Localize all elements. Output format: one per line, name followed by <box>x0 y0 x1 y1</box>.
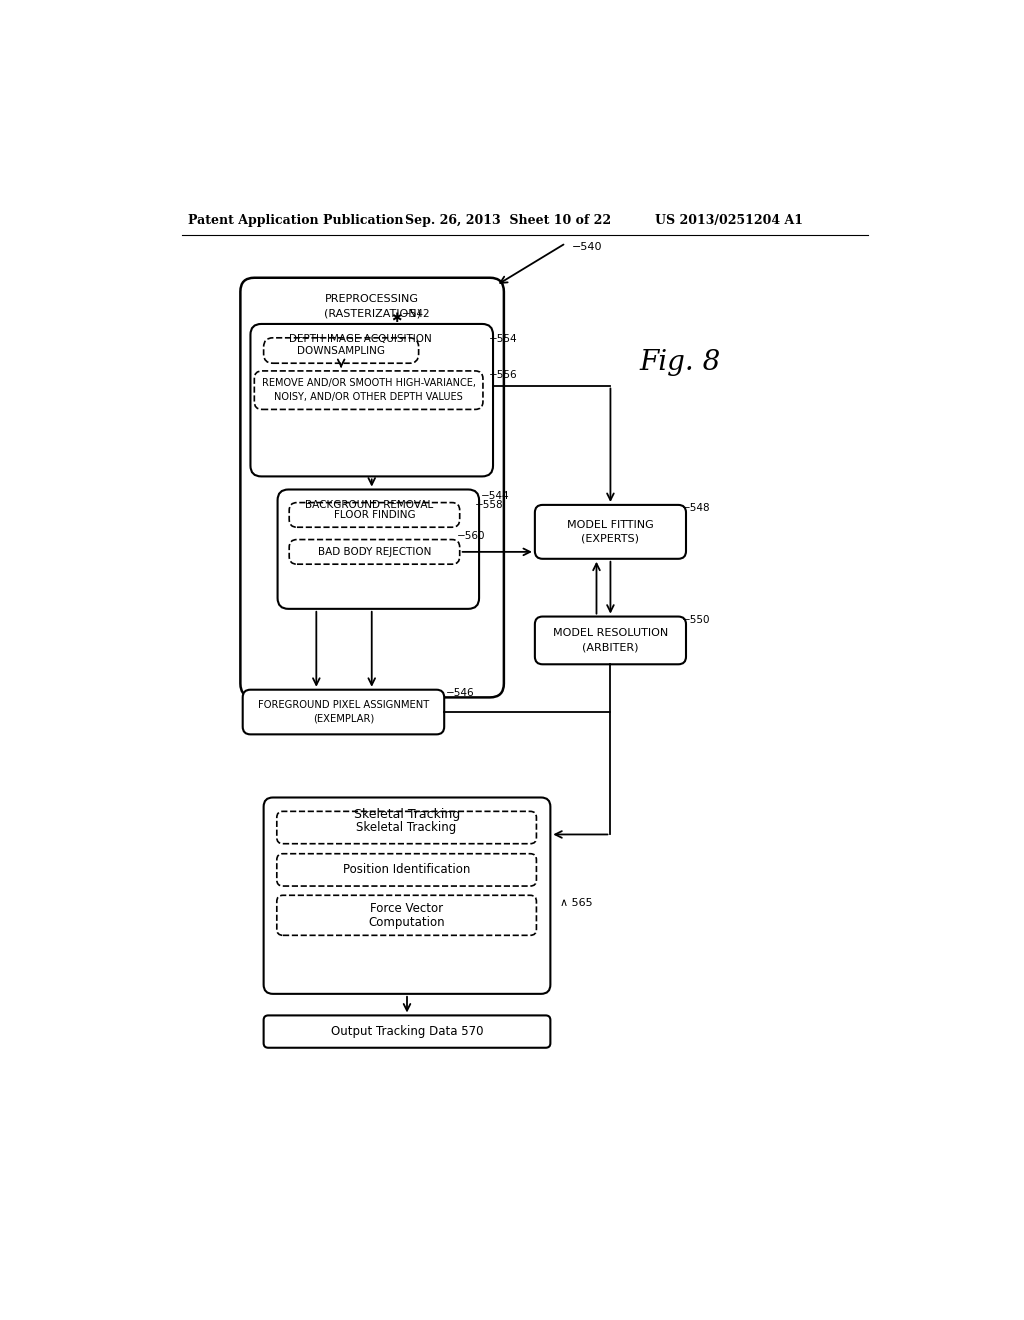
FancyBboxPatch shape <box>278 490 479 609</box>
Text: US 2013/0251204 A1: US 2013/0251204 A1 <box>655 214 803 227</box>
FancyBboxPatch shape <box>289 540 460 564</box>
FancyBboxPatch shape <box>263 338 419 363</box>
FancyBboxPatch shape <box>535 616 686 664</box>
Text: FOREGROUND PIXEL ASSIGNMENT: FOREGROUND PIXEL ASSIGNMENT <box>258 700 429 710</box>
Text: Force Vector: Force Vector <box>370 902 443 915</box>
Text: MODEL RESOLUTION: MODEL RESOLUTION <box>553 628 668 639</box>
FancyBboxPatch shape <box>276 812 537 843</box>
Text: FLOOR FINDING: FLOOR FINDING <box>334 510 416 520</box>
FancyBboxPatch shape <box>263 797 550 994</box>
FancyBboxPatch shape <box>243 689 444 734</box>
Text: (ARBITER): (ARBITER) <box>583 643 639 652</box>
Text: (EXEMPLAR): (EXEMPLAR) <box>312 714 374 723</box>
FancyBboxPatch shape <box>276 854 537 886</box>
Text: (EXPERTS): (EXPERTS) <box>582 533 639 544</box>
Text: Position Identification: Position Identification <box>343 863 470 876</box>
Text: −560: −560 <box>458 532 485 541</box>
Text: DEPTH IMAGE ACQUISITION: DEPTH IMAGE ACQUISITION <box>289 334 431 345</box>
Text: −542: −542 <box>402 309 431 319</box>
Text: −548: −548 <box>682 503 711 513</box>
Text: Skeletal Tracking: Skeletal Tracking <box>354 808 460 821</box>
Text: PREPROCESSING: PREPROCESSING <box>326 294 419 305</box>
FancyBboxPatch shape <box>289 503 460 527</box>
Text: −546: −546 <box>445 688 474 698</box>
Text: Sep. 26, 2013  Sheet 10 of 22: Sep. 26, 2013 Sheet 10 of 22 <box>406 214 611 227</box>
FancyBboxPatch shape <box>263 1015 550 1048</box>
Text: REMOVE AND/OR SMOOTH HIGH-VARIANCE,: REMOVE AND/OR SMOOTH HIGH-VARIANCE, <box>262 379 475 388</box>
Text: BACKGROUND REMOVAL: BACKGROUND REMOVAL <box>305 500 433 510</box>
Text: Output Tracking Data 570: Output Tracking Data 570 <box>331 1026 483 1038</box>
Text: Skeletal Tracking: Skeletal Tracking <box>356 821 457 834</box>
Text: BAD BODY REJECTION: BAD BODY REJECTION <box>317 546 431 557</box>
FancyBboxPatch shape <box>254 371 483 409</box>
Text: ∧ 565: ∧ 565 <box>560 899 592 908</box>
Text: ✱: ✱ <box>391 312 401 325</box>
Text: NOISY, AND/OR OTHER DEPTH VALUES: NOISY, AND/OR OTHER DEPTH VALUES <box>274 392 463 403</box>
Text: MODEL FITTING: MODEL FITTING <box>567 520 653 529</box>
FancyBboxPatch shape <box>241 277 504 697</box>
Text: −540: −540 <box>572 242 602 252</box>
FancyBboxPatch shape <box>276 895 537 936</box>
Text: −554: −554 <box>489 334 518 345</box>
FancyBboxPatch shape <box>251 323 493 477</box>
Text: −558: −558 <box>475 500 504 510</box>
Text: −550: −550 <box>682 615 711 624</box>
FancyBboxPatch shape <box>535 506 686 558</box>
Text: Fig. 8: Fig. 8 <box>640 348 721 376</box>
Text: −544: −544 <box>480 491 509 500</box>
Text: (RASTERIZATION): (RASTERIZATION) <box>324 308 421 318</box>
Text: −556: −556 <box>489 370 518 380</box>
Text: DOWNSAMPLING: DOWNSAMPLING <box>297 346 385 355</box>
Text: Computation: Computation <box>369 916 444 929</box>
Text: Patent Application Publication: Patent Application Publication <box>188 214 403 227</box>
